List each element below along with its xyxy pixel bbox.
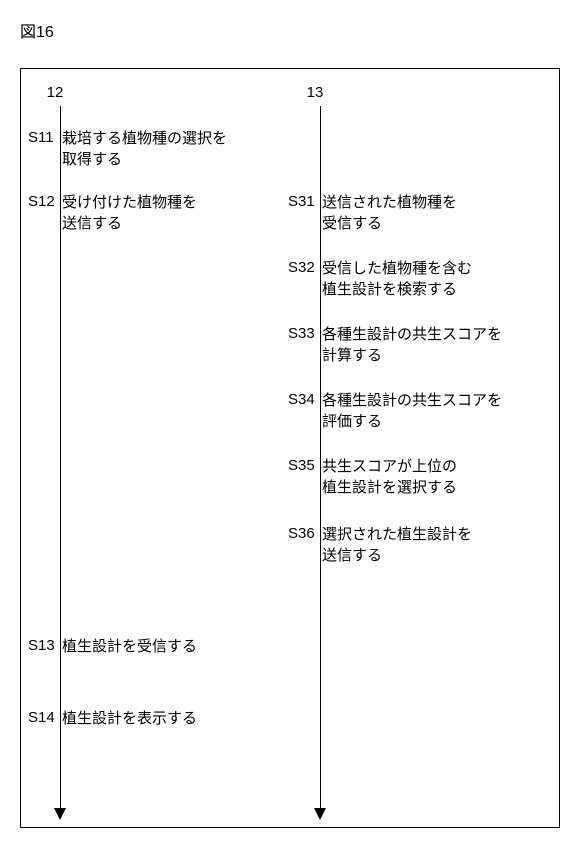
step-s14: S14 植生設計を表示する [28, 708, 197, 729]
step-id: S32 [288, 258, 322, 276]
step-s34: S34 各種生設計の共生スコアを 評価する [288, 390, 502, 432]
arrow-down-icon [52, 806, 68, 822]
step-text: 植生設計を表示する [62, 708, 197, 729]
step-text: 栽培する植物種の選択を 取得する [62, 128, 227, 170]
step-id: S12 [28, 192, 62, 210]
step-text: 送信された植物種を 受信する [322, 192, 457, 234]
step-text: 各種生設計の共生スコアを 評価する [322, 390, 502, 432]
arrow-down-icon [312, 806, 328, 822]
step-id: S33 [288, 324, 322, 342]
figure-label: 図16 [20, 18, 54, 42]
step-text: 選択された植生設計を 送信する [322, 524, 472, 566]
step-s31: S31 送信された植物種を 受信する [288, 192, 457, 234]
step-s35: S35 共生スコアが上位の 植生設計を選択する [288, 456, 457, 498]
step-text: 共生スコアが上位の 植生設計を選択する [322, 456, 457, 498]
step-id: S11 [28, 128, 62, 146]
step-s12: S12 受け付けた植物種を 送信する [28, 192, 197, 234]
step-text: 受け付けた植物種を 送信する [62, 192, 197, 234]
step-id: S13 [28, 636, 62, 654]
step-s32: S32 受信した植物種を含む 植生設計を検索する [288, 258, 472, 300]
lane-header-right: 13 [300, 84, 330, 101]
step-s36: S36 選択された植生設計を 送信する [288, 524, 472, 566]
step-s33: S33 各種生設計の共生スコアを 計算する [288, 324, 502, 366]
step-text: 植生設計を受信する [62, 636, 197, 657]
step-id: S35 [288, 456, 322, 474]
lane-header-left: 12 [40, 84, 70, 101]
step-id: S34 [288, 390, 322, 408]
step-text: 各種生設計の共生スコアを 計算する [322, 324, 502, 366]
step-id: S36 [288, 524, 322, 542]
page: 図16 12 13 S11 栽培する植物種の選択を 取得する S12 受け付けた… [0, 0, 575, 850]
step-id: S14 [28, 708, 62, 726]
step-id: S31 [288, 192, 322, 210]
step-s13: S13 植生設計を受信する [28, 636, 197, 657]
step-text: 受信した植物種を含む 植生設計を検索する [322, 258, 472, 300]
step-s11: S11 栽培する植物種の選択を 取得する [28, 128, 227, 170]
